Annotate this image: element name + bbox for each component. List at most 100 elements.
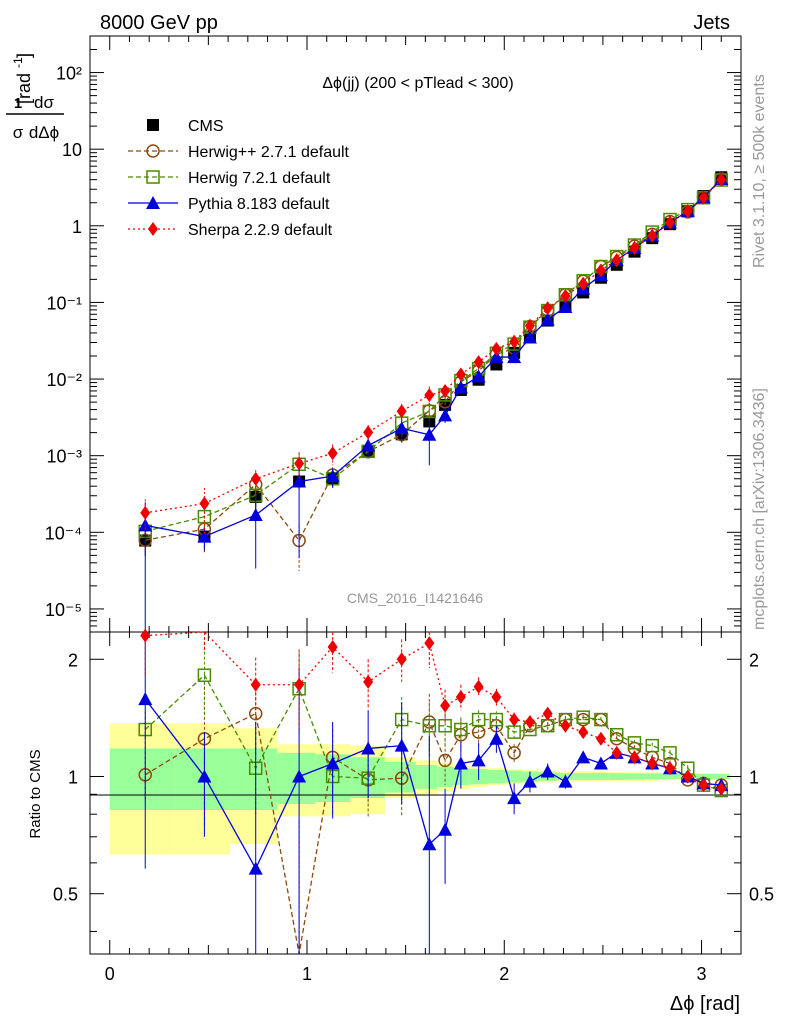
data-point bbox=[491, 341, 502, 356]
legend-label: CMS bbox=[188, 118, 224, 135]
legend-marker bbox=[147, 119, 159, 131]
legend-marker bbox=[146, 144, 160, 158]
data-point bbox=[578, 276, 589, 291]
band-inner bbox=[437, 766, 453, 787]
main-series-4 bbox=[140, 172, 727, 536]
legend-entry: CMS bbox=[147, 118, 224, 135]
data-point bbox=[197, 529, 212, 543]
ratio-point bbox=[438, 718, 452, 733]
ratio-point bbox=[294, 677, 305, 692]
data-point bbox=[507, 350, 522, 364]
y-tick-label: 10 bbox=[62, 140, 82, 160]
ratio-point bbox=[438, 753, 452, 768]
x-tick-label: 2 bbox=[499, 964, 509, 984]
ratio-point bbox=[540, 764, 555, 778]
data-point bbox=[509, 334, 520, 349]
ratio-y-tick-label: 2 bbox=[68, 650, 78, 670]
data-point bbox=[294, 456, 305, 471]
legend-entry: Herwig++ 2.7.1 default bbox=[128, 144, 350, 161]
ratio-point bbox=[629, 750, 640, 765]
ratio-point bbox=[507, 791, 522, 805]
ratio-point bbox=[524, 715, 535, 730]
y-tick-label: 10⁻⁵ bbox=[45, 600, 82, 620]
svg-text:dσ: dσ bbox=[34, 93, 54, 112]
ratio-y-tick-label-right: 0.5 bbox=[749, 885, 774, 905]
ratio-point bbox=[454, 722, 468, 737]
svg-text:dΔϕ: dΔϕ bbox=[29, 123, 59, 142]
data-point bbox=[325, 469, 340, 483]
legend-label: Sherpa 2.2.9 default bbox=[188, 222, 333, 239]
ratio-point bbox=[507, 746, 521, 760]
x-tick-label: 0 bbox=[105, 964, 115, 984]
data-point bbox=[558, 299, 573, 313]
ratio-point bbox=[197, 769, 212, 783]
ratio-y-tick-label: 1 bbox=[68, 767, 78, 787]
band-inner bbox=[415, 765, 438, 789]
data-point bbox=[453, 380, 468, 394]
data-point bbox=[522, 330, 537, 344]
ratio-point bbox=[647, 756, 658, 771]
ratio-point bbox=[361, 741, 376, 755]
ratio-point bbox=[594, 712, 608, 727]
data-point bbox=[396, 404, 407, 419]
ratio-point bbox=[593, 756, 608, 770]
ratio-point bbox=[440, 698, 451, 713]
ratio-point bbox=[422, 718, 437, 733]
ratio-point bbox=[627, 736, 642, 750]
ratio-point bbox=[578, 725, 589, 740]
ratio-point bbox=[560, 718, 571, 733]
ratio-point bbox=[250, 677, 261, 692]
ratio-point bbox=[489, 712, 504, 727]
band-inner bbox=[643, 773, 662, 780]
legend-marker bbox=[146, 170, 160, 184]
x-tick-label: 1 bbox=[302, 964, 312, 984]
data-point bbox=[629, 240, 640, 255]
data-point bbox=[560, 288, 571, 303]
ratio-y-axis-title: Ratio to CMS bbox=[27, 749, 44, 838]
data-point bbox=[455, 367, 466, 382]
legend-marker bbox=[146, 196, 160, 209]
svg-text:]: ] bbox=[14, 53, 34, 58]
main-y-axis-title: 1 dσ σ dΔϕ [rad -1 ] bbox=[6, 53, 64, 142]
ratio-point bbox=[716, 781, 727, 796]
data-point bbox=[250, 471, 261, 486]
band-inner bbox=[592, 773, 609, 780]
y-tick-label: 10² bbox=[56, 64, 82, 84]
band-inner bbox=[608, 773, 626, 780]
ratio-point bbox=[595, 731, 606, 746]
data-point bbox=[199, 496, 210, 511]
y-tick-label: 10⁻³ bbox=[46, 447, 82, 467]
ratio-point bbox=[489, 731, 504, 745]
data-point bbox=[611, 253, 622, 268]
data-point bbox=[422, 427, 437, 441]
ratio-point bbox=[363, 674, 374, 689]
data-point bbox=[424, 388, 435, 403]
ratio-series-4 bbox=[140, 628, 727, 796]
ratio-series bbox=[138, 628, 729, 955]
band-inner bbox=[695, 773, 713, 780]
legend-label: Herwig 7.2.1 default bbox=[188, 170, 331, 187]
ratio-point bbox=[197, 668, 212, 682]
legend-label: Pythia 8.183 default bbox=[188, 196, 330, 213]
ratio-point bbox=[471, 753, 486, 767]
data-point bbox=[524, 318, 535, 333]
ratio-point bbox=[292, 769, 307, 783]
ratio-panel-frame bbox=[89, 631, 742, 955]
x-tick-label: 3 bbox=[697, 964, 707, 984]
analysis-watermark: CMS_2016_I1421646 bbox=[347, 590, 483, 606]
y-tick-label: 1 bbox=[72, 217, 82, 237]
ratio-y-tick-label: 0.5 bbox=[53, 885, 78, 905]
mcplots-credit: mcplots.cern.ch [arXiv:1306.3436] bbox=[751, 388, 768, 630]
ratio-point bbox=[138, 692, 153, 706]
band-inner bbox=[661, 773, 679, 780]
ratio-point bbox=[248, 861, 263, 875]
data-point bbox=[473, 355, 484, 370]
band-inner bbox=[230, 748, 278, 811]
data-point bbox=[327, 446, 338, 461]
band-inner bbox=[505, 770, 523, 783]
legend-label: Herwig++ 2.7.1 default bbox=[188, 144, 350, 161]
ratio-point bbox=[325, 756, 340, 770]
ratio-point bbox=[424, 636, 435, 651]
ratio-point bbox=[558, 774, 573, 788]
